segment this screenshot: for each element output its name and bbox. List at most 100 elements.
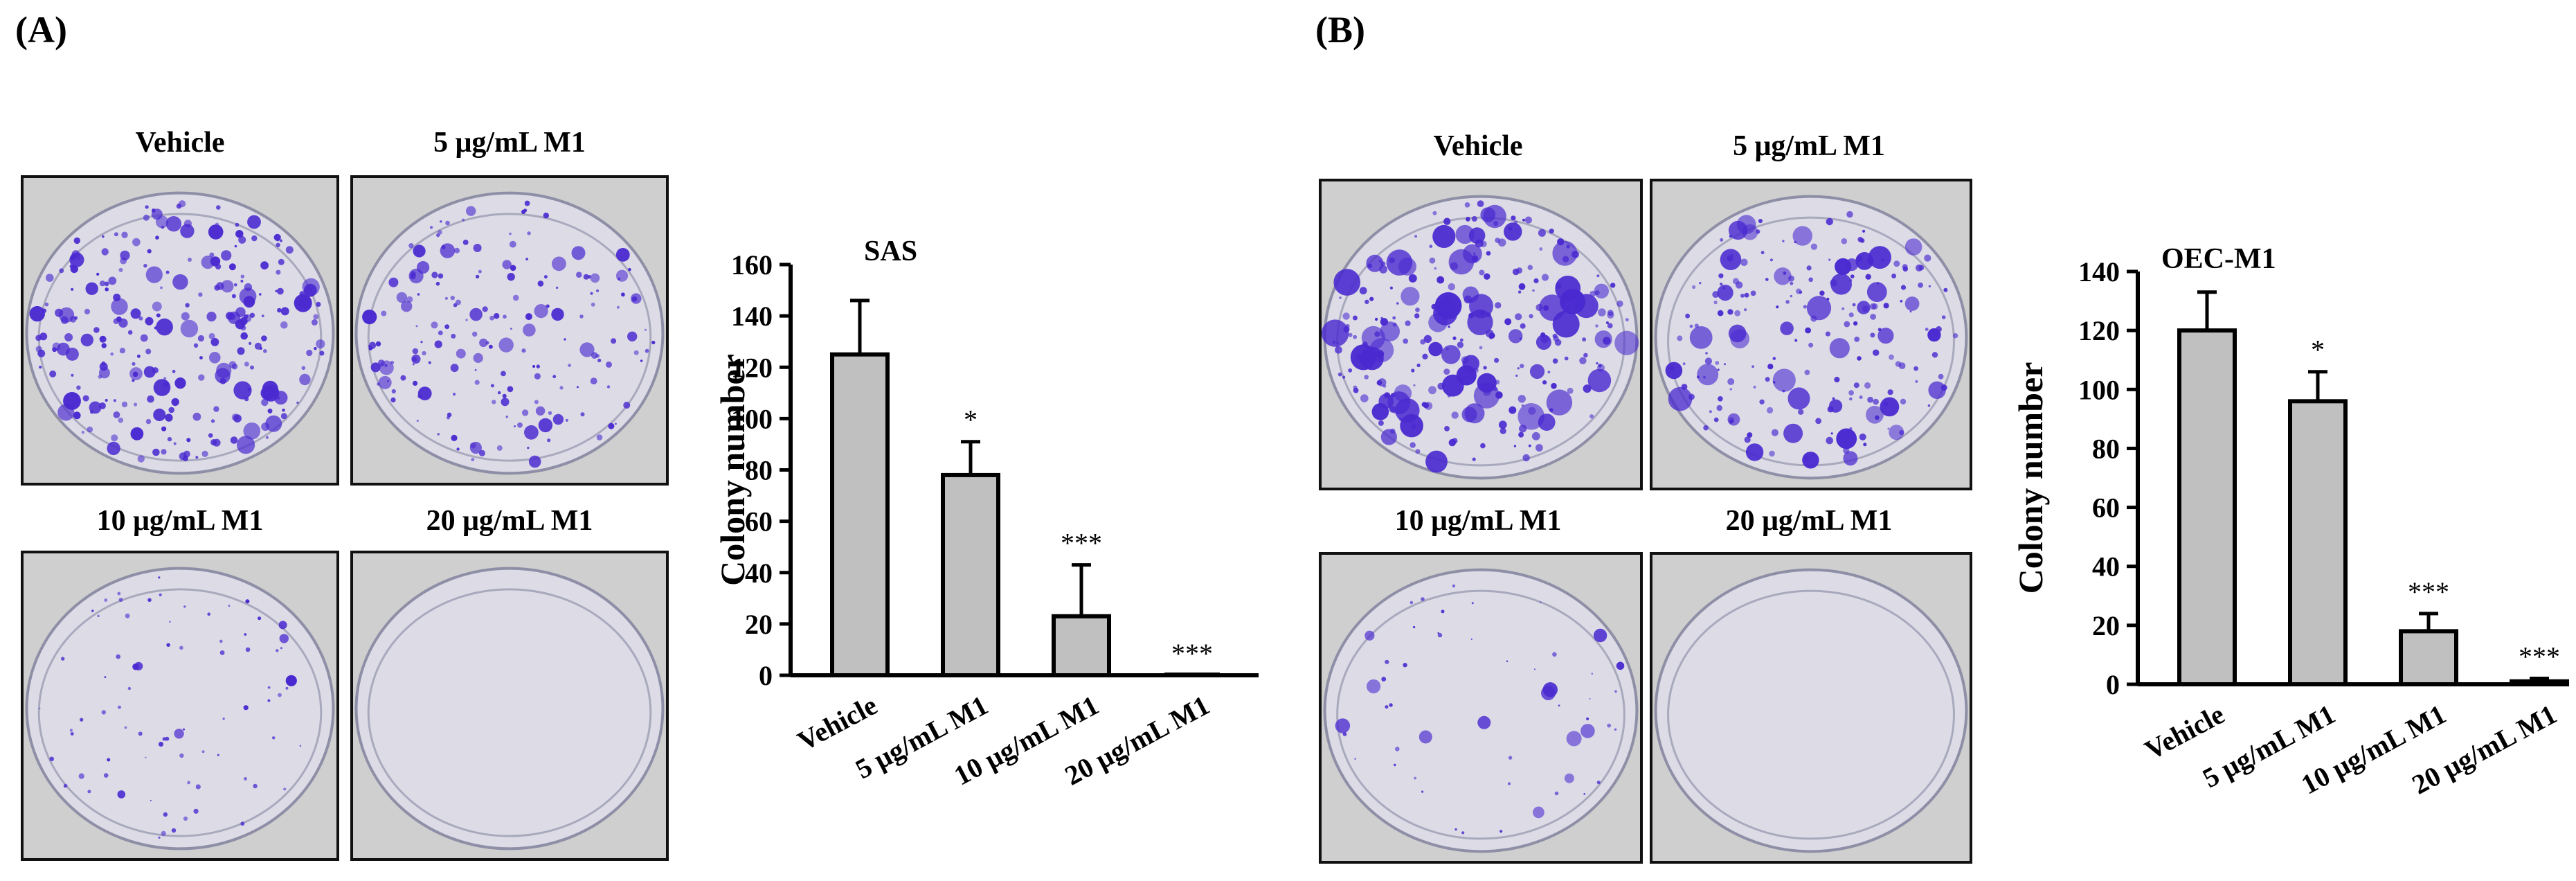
colony [1367, 263, 1373, 269]
colony [453, 303, 458, 308]
colony [277, 287, 284, 295]
colony [89, 401, 102, 414]
colony [1499, 830, 1503, 833]
colony [590, 273, 600, 283]
colony [489, 344, 493, 349]
colony [296, 401, 299, 404]
colony [199, 356, 203, 359]
colony [431, 272, 438, 278]
colony [1533, 278, 1539, 283]
x-tick-label: Vehicle [2140, 698, 2230, 765]
colony [469, 308, 483, 321]
colony [438, 230, 442, 235]
colony [1808, 342, 1814, 348]
colony [1595, 324, 1598, 328]
colony [490, 384, 494, 388]
colony [176, 203, 182, 209]
colony [180, 224, 195, 238]
colony [1598, 308, 1606, 317]
colony [1443, 217, 1451, 225]
colony [267, 408, 273, 413]
colony [1414, 235, 1417, 238]
panel-b-caption-vehicle: Vehicle [1433, 130, 1523, 162]
colony [1720, 283, 1723, 286]
colony [444, 324, 450, 330]
colony [1364, 630, 1375, 641]
colony [111, 434, 118, 442]
colony [313, 314, 319, 320]
colony [64, 333, 73, 341]
colony [401, 301, 413, 312]
colony [314, 347, 317, 350]
colony [1415, 308, 1420, 312]
colony [263, 349, 267, 353]
colony [1414, 313, 1420, 319]
colony [1403, 663, 1407, 668]
colony [514, 425, 516, 427]
colony [1547, 371, 1551, 374]
colony [299, 745, 302, 747]
colony [316, 301, 321, 307]
colony [233, 381, 252, 400]
colony [179, 753, 184, 758]
colony [1586, 717, 1589, 720]
colony [1437, 632, 1443, 638]
colony [209, 352, 221, 364]
colony [165, 736, 170, 741]
colony [1378, 403, 1382, 407]
dish-image [24, 178, 336, 483]
colony [118, 705, 121, 709]
colony [279, 239, 282, 242]
panel-a-dish-10ug [21, 551, 339, 861]
colony [416, 420, 419, 422]
colony [193, 808, 199, 814]
colony [536, 364, 540, 368]
colony [1753, 385, 1756, 389]
colony [158, 836, 161, 839]
colony [633, 350, 639, 355]
colony [1429, 257, 1436, 264]
colony [1804, 369, 1810, 375]
colony [1374, 317, 1378, 321]
colony [110, 352, 114, 356]
colony [1760, 251, 1765, 255]
colony [153, 408, 166, 422]
colony [306, 349, 313, 357]
colony [1607, 310, 1614, 317]
y-tick-label: 0 [759, 660, 773, 691]
colony [221, 250, 232, 261]
colony [1339, 296, 1342, 299]
colony [1380, 318, 1388, 326]
colony [1528, 444, 1531, 447]
colony [85, 282, 98, 295]
colony [265, 436, 269, 439]
colony [368, 345, 370, 348]
colony [1342, 732, 1347, 736]
colony [1535, 335, 1551, 350]
colony [216, 205, 221, 210]
colony [261, 422, 270, 431]
colony [1880, 258, 1884, 262]
significance-label: *** [2519, 641, 2560, 672]
colony [1843, 451, 1858, 466]
colony [532, 365, 536, 368]
colony [527, 231, 531, 235]
colony [1335, 718, 1351, 733]
colony [1333, 269, 1360, 296]
colony [156, 313, 161, 318]
colony [1421, 597, 1425, 601]
dish-image [1652, 181, 1970, 488]
colony [152, 448, 160, 456]
colony [276, 269, 281, 275]
colony [1558, 704, 1560, 706]
colony [616, 305, 620, 309]
panel-b-caption-20ug: 20 μg/mL M1 [1725, 505, 1893, 537]
colony [590, 292, 593, 295]
colony [145, 317, 154, 326]
colony [1552, 358, 1558, 364]
colony [160, 286, 163, 290]
colony [478, 450, 485, 456]
colony [579, 342, 595, 357]
y-tick-label: 20 [745, 609, 773, 640]
colony [1579, 357, 1587, 364]
